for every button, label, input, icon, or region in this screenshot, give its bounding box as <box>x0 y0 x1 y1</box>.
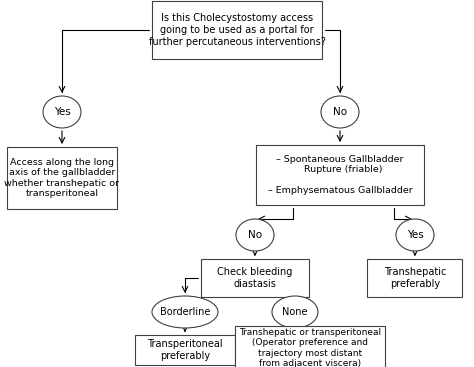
Text: Transperitoneal
preferably: Transperitoneal preferably <box>147 339 223 361</box>
Ellipse shape <box>396 219 434 251</box>
Text: Check bleeding
diastasis: Check bleeding diastasis <box>217 267 292 289</box>
Ellipse shape <box>321 96 359 128</box>
FancyBboxPatch shape <box>235 326 385 367</box>
Text: None: None <box>282 307 308 317</box>
Ellipse shape <box>236 219 274 251</box>
Ellipse shape <box>43 96 81 128</box>
FancyBboxPatch shape <box>256 145 424 205</box>
FancyBboxPatch shape <box>367 259 463 297</box>
Text: Transhepatic or transperitoneal
(Operator preference and
trajectory most distant: Transhepatic or transperitoneal (Operato… <box>239 328 381 367</box>
Text: Is this Cholecystostomy access
going to be used as a portal for
further percutan: Is this Cholecystostomy access going to … <box>148 14 326 47</box>
FancyBboxPatch shape <box>135 335 235 365</box>
Text: No: No <box>333 107 347 117</box>
Text: Transhepatic
preferably: Transhepatic preferably <box>384 267 446 289</box>
Text: Borderline: Borderline <box>160 307 210 317</box>
Text: No: No <box>248 230 262 240</box>
Text: Yes: Yes <box>407 230 423 240</box>
Ellipse shape <box>272 296 318 328</box>
Text: Access along the long
axis of the gallbladder
whether transhepatic or
transperit: Access along the long axis of the gallbl… <box>4 158 119 198</box>
Ellipse shape <box>152 296 218 328</box>
FancyBboxPatch shape <box>7 147 117 209</box>
FancyBboxPatch shape <box>152 1 322 59</box>
FancyBboxPatch shape <box>201 259 309 297</box>
Text: Yes: Yes <box>54 107 70 117</box>
Text: – Spontaneous Gallbladder
  Rupture (friable)

– Emphysematous Gallbladder: – Spontaneous Gallbladder Rupture (friab… <box>268 155 412 195</box>
